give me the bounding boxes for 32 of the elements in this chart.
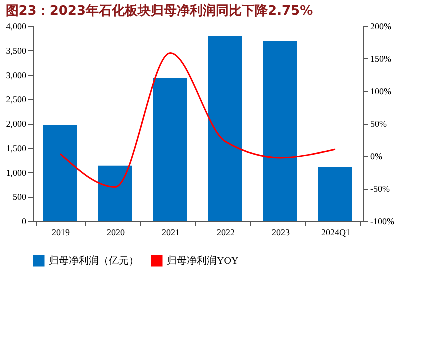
bar	[208, 36, 242, 221]
y-tick-label: 3,000	[6, 70, 27, 80]
y2-tick-label: 100%	[370, 86, 392, 96]
y2-tick-label: 50%	[370, 119, 388, 129]
legend-label: 归母净利润（亿元）	[49, 255, 139, 267]
y2-tick-label: 150%	[370, 54, 392, 64]
bar	[44, 125, 78, 221]
bar	[318, 167, 352, 221]
y-tick-label: 1,500	[6, 143, 27, 154]
bar	[154, 78, 188, 221]
legend-label: 归母净利润YOY	[167, 255, 239, 267]
y-tick-label: 2,000	[6, 119, 27, 129]
y-tick-label: 3,500	[6, 46, 27, 56]
x-tick-label: 2020	[107, 228, 126, 238]
y2-tick-label: -100%	[370, 216, 395, 226]
bar	[264, 41, 298, 221]
chart-title: 图23：2023年石化板块归母净利润同比下降2.75%	[6, 3, 314, 19]
y2-tick-label: 0%	[370, 152, 383, 162]
y-tick-label: 0	[22, 216, 27, 226]
line-series	[60, 52, 336, 188]
y2-tick-label: 200%	[370, 22, 392, 32]
x-tick-label: 2022	[217, 228, 235, 238]
x-tick-label: 2023	[272, 228, 290, 238]
y-tick-label: 4,000	[6, 22, 27, 32]
bar	[98, 166, 132, 221]
y-tick-label: 2,500	[6, 94, 27, 105]
y-tick-label: 500	[13, 192, 27, 202]
y-tick-label: 1,000	[6, 168, 27, 178]
x-tick-label: 2021	[162, 228, 180, 238]
x-tick-label: 2024Q1	[322, 228, 350, 238]
y2-tick-label: -50%	[370, 184, 390, 194]
x-tick-label: 2019	[52, 228, 70, 238]
